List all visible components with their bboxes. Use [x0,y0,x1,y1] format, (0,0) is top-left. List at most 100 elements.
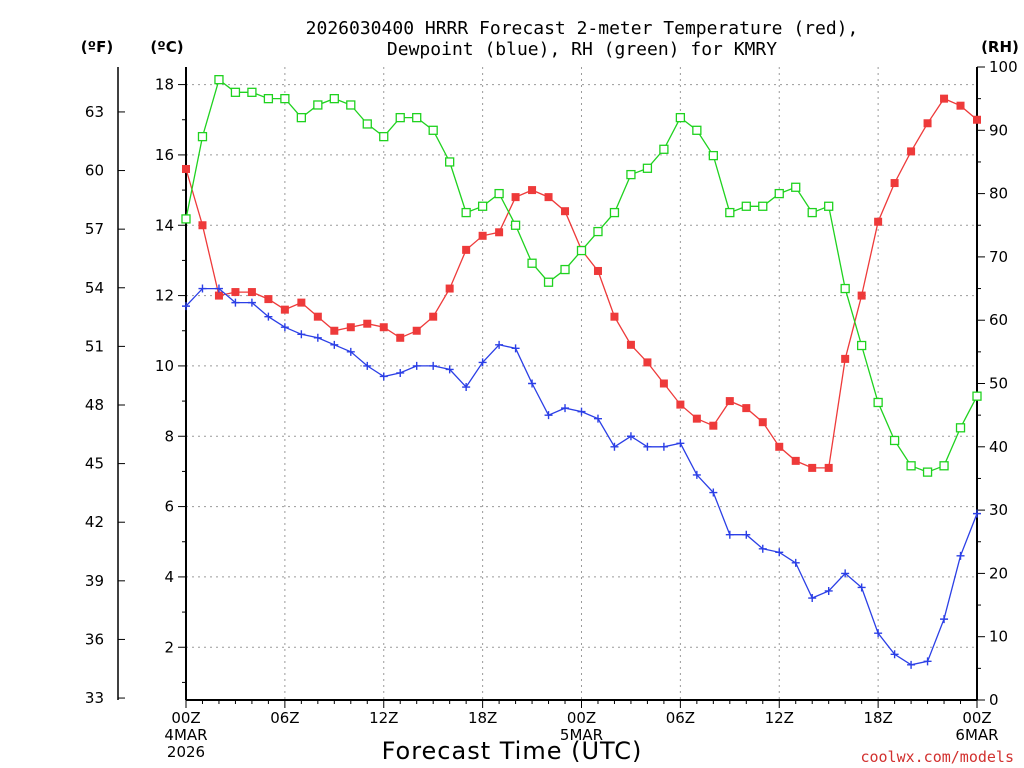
rh-point [774,188,784,199]
temperature-point [923,119,932,128]
rh-point [609,207,620,218]
dewpoint-point [956,551,965,560]
temperature-point [280,305,289,314]
temperature-point [610,312,619,321]
dewpoint-point [379,372,388,381]
fahrenheit-unit-label: (ºF) [81,38,113,56]
temperature-point [643,358,652,367]
celsius-tick-label: 12 [155,287,174,305]
celsius-tick-label: 18 [155,76,174,94]
x-tick-label: 06Z [270,709,299,727]
rh-point [626,169,636,180]
x-tick-label: 4MAR [164,726,207,744]
rh-point [824,201,834,211]
rh-point [939,461,949,471]
rh-point [510,220,521,230]
temperature-point [198,221,207,230]
temperature-point [478,231,487,240]
temperature-point [775,442,784,451]
fahrenheit-tick-label: 63 [85,103,104,121]
celsius-tick-label: 2 [164,638,174,656]
rh-point [791,182,801,192]
fahrenheit-tick-label: 36 [85,630,104,648]
temperature-point [379,323,388,332]
dewpoint-point [758,544,767,553]
fahrenheit-tick-label: 57 [85,220,104,238]
credit-text: coolwx.com/models [860,748,1014,766]
rh-point [379,131,389,142]
temperature-point [890,179,899,188]
rh-point [445,157,455,167]
temperature-point [791,456,800,465]
rh-point [972,391,982,401]
dewpoint-point [214,284,223,293]
dewpoint-point [907,660,916,669]
dewpoint-point [330,340,339,349]
fahrenheit-tick-label: 54 [85,279,104,297]
celsius-tick-label: 6 [164,498,174,516]
temperature-point [857,291,866,300]
rh-point [906,461,916,471]
temperature-point [528,186,537,195]
dewpoint-point [429,361,438,370]
x-tick-label: 6MAR [955,726,998,744]
temperature-point [676,400,685,409]
temperature-point [544,193,553,202]
celsius-tick-label: 10 [155,357,174,375]
rh-point [692,125,702,135]
dewpoint-point [264,312,273,321]
rh-point [873,397,883,408]
rh-point [494,188,504,199]
dewpoint-point [313,333,322,342]
dewpoint-point [775,548,784,557]
rh-tick-label: 30 [989,501,1008,519]
rh-point [922,467,933,477]
celsius-tick-label: 14 [155,216,174,234]
temperature-point [709,421,718,430]
dewpoint-point [890,650,899,659]
rh-point [395,112,405,123]
rh-point [346,100,356,110]
temperature-point [742,404,751,413]
dewpoint-point [725,530,734,539]
dewpoint-point [593,414,602,423]
temperature-point [940,94,949,103]
x-tick-label: 18Z [863,709,892,727]
temperature-point [429,312,438,321]
rh-point [560,264,570,275]
rh-point [758,201,768,211]
dewpoint-point [692,470,701,479]
rh-point [725,207,735,218]
rh-point [708,150,718,161]
rh-tick-label: 10 [989,628,1008,646]
rh-point [197,131,208,142]
rh-point [527,258,537,268]
temperature-point [363,319,372,328]
dewpoint-point [940,615,949,624]
rh-tick-label: 100 [989,58,1018,76]
dewpoint-point [412,361,421,370]
fahrenheit-tick-label: 39 [85,572,104,590]
dewpoint-point [528,379,537,388]
temperature-point [692,414,701,423]
rh-point [741,201,751,211]
dewpoint-point [363,361,372,370]
temperature-point [593,266,602,275]
dewpoint-point [742,530,751,539]
dewpoint-point [396,368,405,377]
temperature-point [313,312,322,321]
rh-point [280,94,290,104]
dewpoint-point [973,509,981,518]
dewpoint-point [511,344,520,353]
fahrenheit-tick-label: 42 [85,513,104,531]
dewpoint-point [874,629,883,638]
rh-tick-label: 90 [989,121,1008,139]
dewpoint-point [923,657,932,666]
temperature-point [214,291,223,300]
dewpoint-point [462,383,471,392]
rh-point [362,119,372,129]
temperature-point [495,228,504,237]
temperature-point [808,463,817,472]
temperature-point [874,217,883,226]
fahrenheit-tick-label: 48 [85,396,104,414]
